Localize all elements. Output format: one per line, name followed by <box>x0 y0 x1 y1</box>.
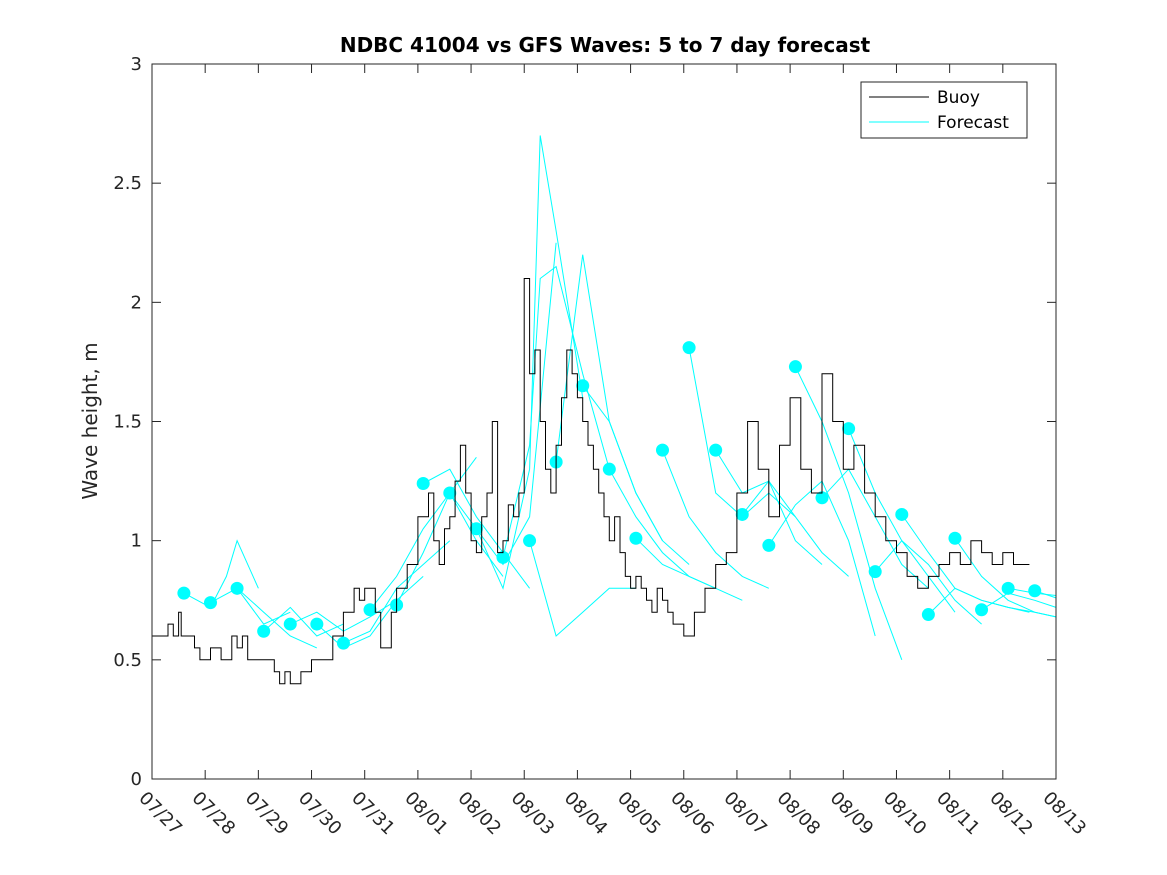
forecast-start-point <box>842 422 856 436</box>
legend-buoy-label: Buoy <box>937 88 980 108</box>
y-tick-label: 1 <box>131 531 142 552</box>
x-tick-label: 07/28 <box>188 788 240 840</box>
forecast-series-line <box>662 449 770 589</box>
forecast-start-point <box>921 608 935 622</box>
legend-box <box>860 81 1028 139</box>
y-tick-label: 2 <box>131 292 142 313</box>
forecast-series-line <box>316 576 424 649</box>
plot-area <box>152 64 1056 779</box>
forecast-start-point <box>762 538 776 552</box>
forecast-start-point <box>682 341 696 355</box>
forecast-series-line <box>741 480 849 577</box>
forecast-start-point <box>948 531 962 545</box>
x-tick-label: 08/03 <box>507 788 559 840</box>
forecast-start-point <box>443 486 457 500</box>
forecast-start-point <box>283 617 297 631</box>
forecast-start-point <box>975 603 989 617</box>
forecast-series-line <box>874 539 982 625</box>
forecast-start-point <box>709 443 723 457</box>
x-tick-label: 07/27 <box>134 788 186 840</box>
forecast-series-line <box>582 385 690 565</box>
x-tick-label: 08/05 <box>613 788 665 840</box>
x-tick-label: 08/10 <box>879 788 931 840</box>
forecast-start-point <box>469 522 483 536</box>
forecast-start-point <box>655 443 669 457</box>
forecast-series-line <box>529 540 636 637</box>
forecast-series-line <box>183 539 259 609</box>
y-tick-label: 0.5 <box>113 650 142 671</box>
x-tick-label: 08/01 <box>400 788 452 840</box>
forecast-start-point <box>416 476 430 490</box>
forecast-start-point <box>177 586 191 600</box>
x-tick-label: 07/31 <box>347 788 399 840</box>
forecast-start-point <box>576 379 590 393</box>
x-tick-label: 08/08 <box>773 788 825 840</box>
forecast-start-point <box>336 636 350 650</box>
forecast-start-point <box>523 534 537 548</box>
forecast-start-point <box>257 624 271 638</box>
chart-title: NDBC 41004 vs GFS Waves: 5 to 7 day fore… <box>340 33 871 57</box>
x-tick-label: 07/29 <box>241 788 293 840</box>
x-tick-label: 08/07 <box>719 788 771 840</box>
x-tick-label: 08/11 <box>932 788 984 840</box>
forecast-series-line <box>449 242 557 566</box>
x-tick-label: 08/13 <box>1038 788 1090 840</box>
x-tick-label: 08/12 <box>985 788 1037 840</box>
x-tick-label: 08/04 <box>560 788 612 840</box>
forecast-start-point <box>868 565 882 579</box>
forecast-start-point <box>602 462 616 476</box>
forecast-series-line <box>954 538 1057 618</box>
forecast-start-point <box>788 360 802 374</box>
y-tick-label: 0 <box>131 769 142 790</box>
y-tick-label: 2.5 <box>113 173 142 194</box>
forecast-start-point <box>629 531 643 545</box>
buoy-series-line <box>152 278 1030 685</box>
forecast-series-line <box>635 537 743 601</box>
forecast-series-line <box>236 587 318 649</box>
x-tick-label: 08/09 <box>826 788 878 840</box>
x-tick-label: 08/06 <box>666 788 718 840</box>
y-tick-label: 3 <box>131 54 142 75</box>
forecast-series-line <box>475 135 584 590</box>
forecast-start-point <box>1001 581 1015 595</box>
legend-forecast-label: Forecast <box>937 113 1009 133</box>
plot-frame <box>151 63 1057 780</box>
y-tick-label: 1.5 <box>113 412 142 433</box>
forecast-start-point <box>310 617 324 631</box>
forecast-series-line <box>794 366 903 660</box>
forecast-start-point <box>203 596 217 610</box>
forecast-series-line <box>981 592 1057 611</box>
y-axis-label: Wave height, m <box>78 342 102 499</box>
forecast-start-point <box>230 581 244 595</box>
series-layer <box>152 135 1057 685</box>
legend: Buoy Forecast <box>860 81 1028 139</box>
forecast-start-point <box>735 507 749 521</box>
forecast-start-point <box>363 603 377 617</box>
x-tick-label: 08/02 <box>454 788 506 840</box>
forecast-start-point <box>815 491 829 505</box>
forecast-start-point <box>895 507 909 521</box>
forecast-start-point <box>1028 584 1042 598</box>
x-tick-label: 07/30 <box>294 788 346 840</box>
forecast-series-line <box>422 468 531 589</box>
forecast-start-point <box>496 550 510 564</box>
forecast-series-line <box>210 587 291 625</box>
forecast-series-line <box>263 606 344 637</box>
